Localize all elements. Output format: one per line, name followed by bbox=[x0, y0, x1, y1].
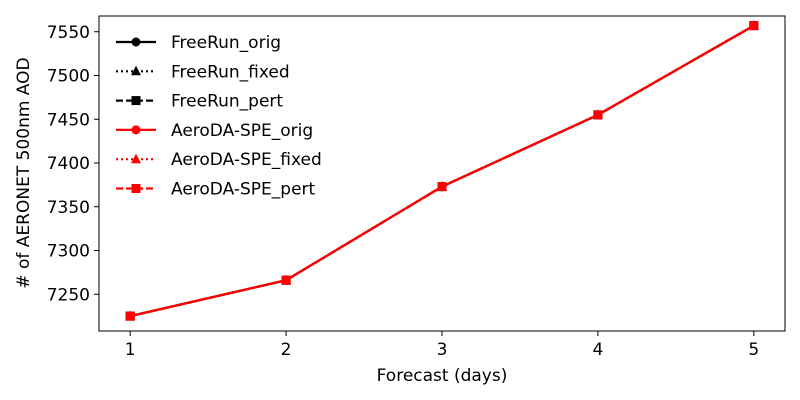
legend-item: FreeRun_fixed bbox=[116, 62, 290, 82]
legend-marker bbox=[131, 125, 141, 135]
legend-label: FreeRun_fixed bbox=[171, 62, 290, 82]
legend-label: AeroDA-SPE_pert bbox=[171, 180, 316, 200]
x-tick-label: 2 bbox=[281, 340, 292, 360]
y-tick-label: 7500 bbox=[47, 67, 90, 87]
y-tick-label: 7550 bbox=[47, 23, 90, 43]
legend-item: AeroDA-SPE_fixed bbox=[116, 150, 322, 170]
legend-label: FreeRun_orig bbox=[171, 33, 281, 53]
x-tick-label: 3 bbox=[437, 340, 448, 360]
y-tick-label: 7250 bbox=[47, 285, 90, 305]
legend-label: FreeRun_pert bbox=[171, 92, 283, 112]
y-axis-label: # of AERONET 500nm AOD bbox=[14, 57, 34, 288]
x-axis-label: Forecast (days) bbox=[377, 366, 508, 386]
legend-marker bbox=[131, 153, 141, 164]
legend-label: AeroDA-SPE_fixed bbox=[171, 150, 322, 170]
x-tick-label: 4 bbox=[592, 340, 603, 360]
legend-marker bbox=[131, 37, 141, 47]
y-axis: 7250 7300 7350 7400 7450 7500 7550 bbox=[47, 23, 99, 305]
legend-marker bbox=[131, 65, 141, 76]
legend-item: AeroDA-SPE_pert bbox=[116, 180, 316, 200]
legend: FreeRun_orig FreeRun_fixed FreeRun_pert Aer… bbox=[116, 33, 322, 200]
data-point bbox=[749, 21, 759, 31]
y-tick-label: 7300 bbox=[47, 242, 90, 262]
y-tick-label: 7350 bbox=[47, 198, 90, 218]
legend-label: AeroDA-SPE_orig bbox=[171, 121, 313, 141]
y-tick-label: 7400 bbox=[47, 154, 90, 174]
x-axis: 1 2 3 4 5 bbox=[125, 331, 759, 360]
legend-item: AeroDA-SPE_orig bbox=[116, 121, 313, 141]
data-point bbox=[281, 275, 291, 285]
y-tick-label: 7450 bbox=[47, 110, 90, 130]
legend-marker bbox=[131, 96, 141, 106]
data-point bbox=[125, 311, 135, 321]
legend-marker bbox=[131, 184, 141, 193]
x-tick-label: 1 bbox=[125, 340, 136, 360]
data-point bbox=[593, 110, 603, 120]
series-layer bbox=[125, 20, 759, 321]
legend-item: FreeRun_pert bbox=[116, 92, 283, 112]
data-point bbox=[437, 182, 447, 192]
series-AeroDA-SPE_pert bbox=[125, 21, 759, 321]
legend-item: FreeRun_orig bbox=[116, 33, 281, 53]
x-tick-label: 5 bbox=[748, 340, 759, 360]
